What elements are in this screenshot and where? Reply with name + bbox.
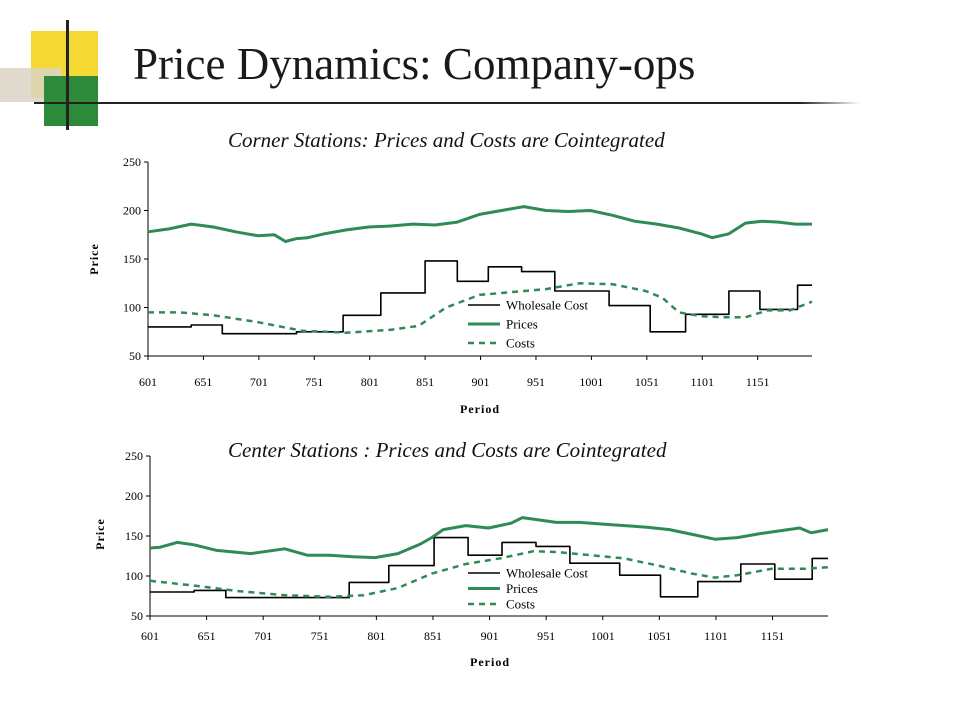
corner-x-tick-label: 1101: [690, 375, 714, 389]
center-x-tick-label: 801: [367, 629, 385, 643]
center-x-tick-label: 1151: [761, 629, 785, 643]
corner-series-prices: [147, 205, 812, 243]
corner-y-tick-label: 50: [129, 349, 141, 363]
center-x-tick-label: 1001: [591, 629, 615, 643]
chart-center-title: Center Stations : Prices and Costs are C…: [228, 438, 667, 462]
page-title: Price Dynamics: Company-ops: [133, 39, 696, 89]
corner-x-axis-title: Period: [460, 402, 500, 416]
decor-horizontal-rule: [34, 102, 858, 104]
decor-vertical-rule: [66, 20, 69, 130]
corner-x-tick-label: 1151: [746, 375, 770, 389]
center-y-tick-label: 150: [125, 529, 143, 543]
center-x-tick-label: 701: [254, 629, 272, 643]
corner-x-tick-label: 651: [194, 375, 212, 389]
center-y-tick-label: 100: [125, 569, 143, 583]
corner-x-tick-label: 951: [527, 375, 545, 389]
corner-legend-label: Prices: [506, 317, 538, 332]
center-x-tick-label: 951: [537, 629, 555, 643]
corner-legend-label: Costs: [506, 336, 535, 351]
corner-x-tick-label: 701: [250, 375, 268, 389]
corner-legend-label: Wholesale Cost: [506, 298, 588, 313]
corner-y-tick-label: 250: [123, 155, 141, 169]
corner-x-tick-label: 901: [472, 375, 490, 389]
corner-y-tick-label: 200: [123, 204, 141, 218]
corner-x-tick-label: 751: [305, 375, 323, 389]
corner-x-tick-label: 1051: [635, 375, 659, 389]
center-x-tick-label: 651: [198, 629, 216, 643]
center-x-axis-title: Period: [470, 655, 510, 669]
corner-y-axis-title: Price: [87, 243, 101, 275]
corner-series-wholesale-cost: [148, 260, 812, 335]
center-x-tick-label: 1051: [647, 629, 671, 643]
corner-x-tick-label: 801: [361, 375, 379, 389]
center-x-tick-label: 901: [481, 629, 499, 643]
center-y-tick-label: 250: [125, 449, 143, 463]
center-x-tick-label: 751: [311, 629, 329, 643]
corner-series-costs: [148, 282, 813, 334]
corner-y-tick-label: 150: [123, 252, 141, 266]
center-y-axis-title: Price: [93, 518, 107, 550]
center-y-tick-label: 200: [125, 489, 143, 503]
corner-y-tick-label: 100: [123, 301, 141, 315]
corner-x-tick-label: 851: [416, 375, 434, 389]
decor-green-square: [44, 76, 98, 126]
center-x-tick-label: 1101: [704, 629, 728, 643]
center-legend-label: Prices: [506, 581, 538, 596]
center-series-costs: [149, 549, 829, 599]
center-y-tick-label: 50: [131, 609, 143, 623]
corner-x-tick-label: 601: [139, 375, 157, 389]
center-legend-label: Wholesale Cost: [506, 566, 588, 581]
corner-x-tick-label: 1001: [579, 375, 603, 389]
center-series-prices: [149, 516, 829, 560]
center-x-tick-label: 851: [424, 629, 442, 643]
center-legend-label: Costs: [506, 597, 535, 612]
decor-rule-fade: [800, 102, 860, 104]
center-x-tick-label: 601: [141, 629, 159, 643]
chart-corner-title: Corner Stations: Prices and Costs are Co…: [228, 128, 665, 152]
